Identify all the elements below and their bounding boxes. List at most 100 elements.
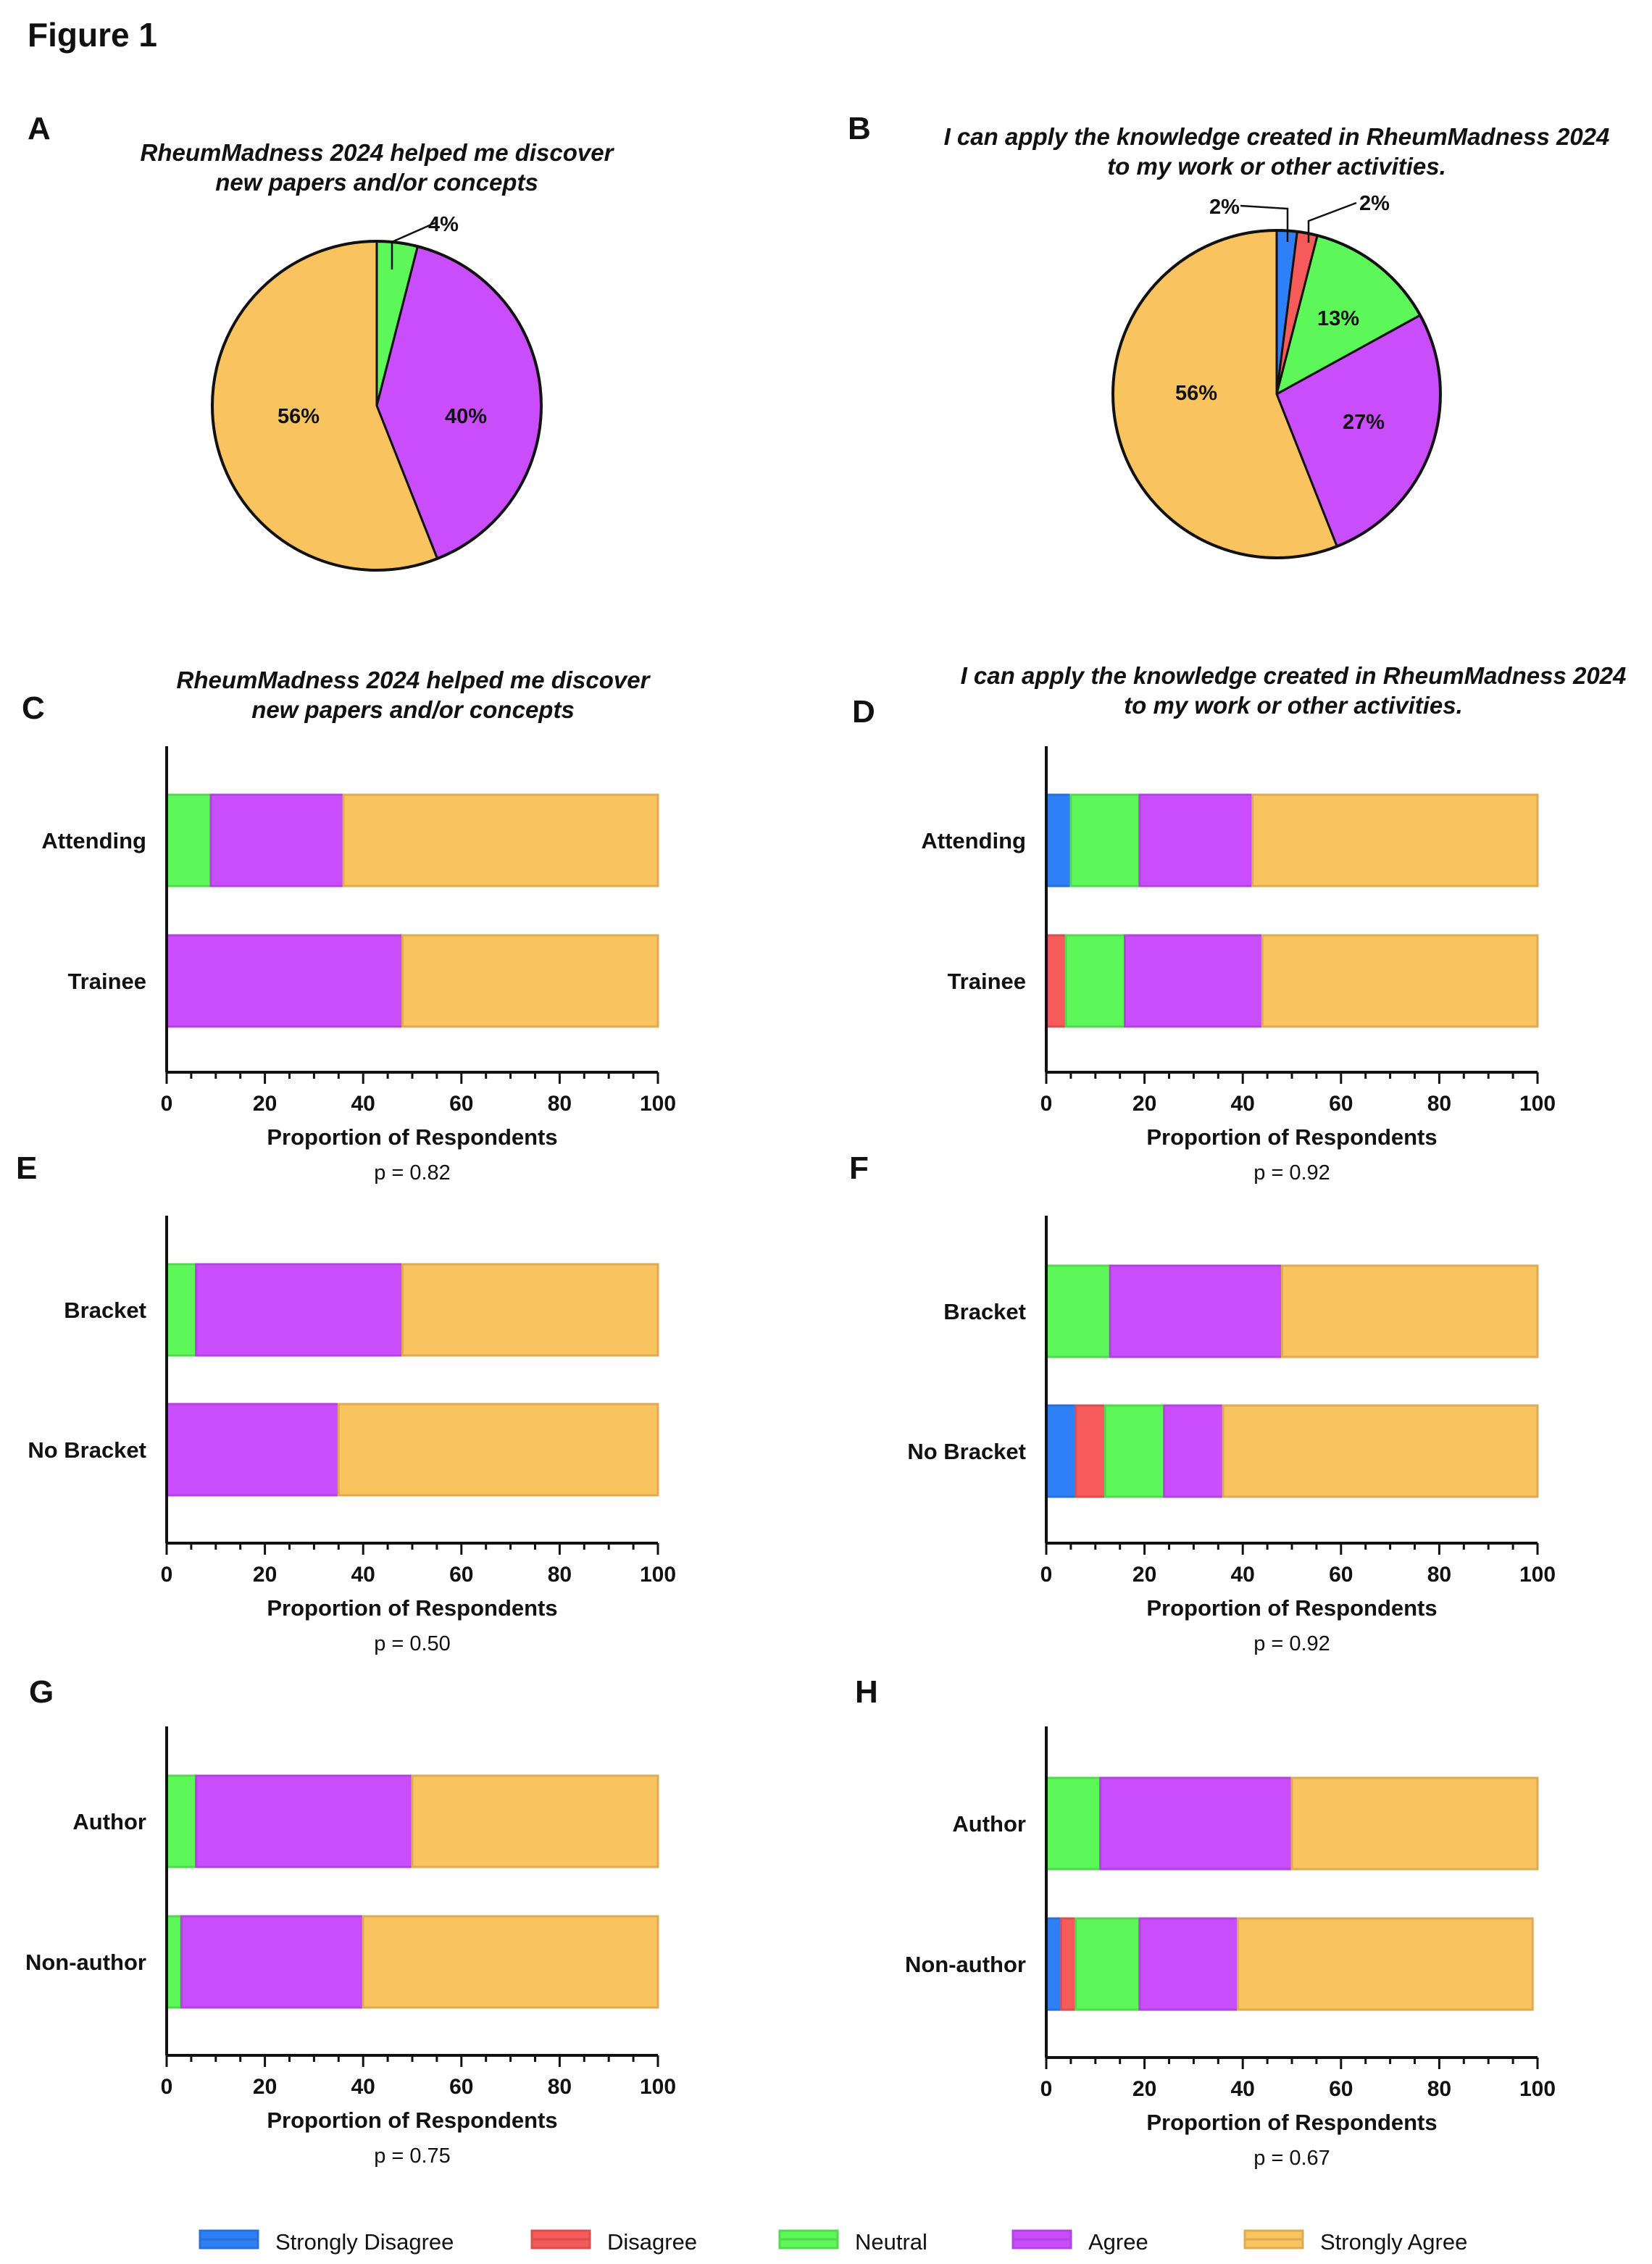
x-axis-label: Proportion of Respondents [1146,2110,1437,2135]
x-tick-label: 100 [640,1092,676,1116]
p-value: p = 0.75 [374,2144,451,2168]
x-tick-label: 20 [253,2075,277,2099]
bar-segment-strongly-agree [1290,1776,1539,1871]
pie-title-line: to my work or other activities. [1107,153,1446,180]
pie-title-line: new papers and/or concepts [215,169,538,196]
bar-segment-disagree [1059,1917,1077,2011]
x-tick-label: 60 [1329,1092,1353,1116]
bar-segment-agree [1109,1264,1283,1358]
x-tick-label: 80 [1427,2077,1451,2101]
panel-letter-h: H [855,1674,878,1710]
x-tick-label: 60 [449,2075,473,2099]
x-tick-label: 20 [1132,1563,1156,1587]
bar-segment-strongly-agree [1251,793,1539,887]
pie-label-leader-line [391,221,437,270]
category-label: Trainee [67,969,146,994]
panel-letter-c: C [22,690,45,726]
pie-label-leader-line [1240,204,1289,242]
category-label: Author [72,1809,146,1834]
bar-segment-agree [1138,793,1254,887]
legend-label: Disagree [607,2229,697,2255]
category-label: Bracket [64,1298,146,1323]
bar-segment-agree [209,793,345,887]
bar-segment-agree [1123,934,1264,1028]
x-tick-label: 80 [548,1563,572,1587]
bar-segment-disagree [1075,1404,1106,1498]
bar-segment-strongly-agree [401,1263,659,1357]
bar-segment-neutral [1045,1776,1102,1871]
pie-slice-label: 27% [1343,411,1385,434]
x-tick-label: 60 [449,1563,473,1587]
category-label: Author [952,1811,1026,1837]
bar-segment-strongly-agree [1222,1404,1539,1498]
category-label: Attending [41,828,146,853]
bar-segment-neutral [1069,793,1141,887]
p-value: p = 0.92 [1253,1632,1330,1655]
panel-letter-e: E [16,1150,37,1186]
bar-segment-strongly-disagree [1045,1917,1062,2011]
x-tick-label: 100 [1519,2077,1556,2101]
x-tick-label: 0 [161,2075,173,2099]
x-tick-label: 100 [640,2075,676,2099]
panel-letter-d: D [852,694,875,730]
x-tick-label: 80 [1427,1563,1451,1587]
bar-segment-neutral [165,1774,198,1868]
pie-title-line: RheumMadness 2024 helped me discover [141,139,615,166]
bar-segment-strongly-agree [411,1774,659,1868]
bar-segment-agree [195,1774,414,1868]
p-value: p = 0.67 [1253,2147,1330,2170]
bar-segment-neutral [1104,1404,1166,1498]
bar-segment-strongly-agree [362,1915,659,2009]
panel-letter-f: F [849,1150,869,1186]
x-tick-label: 0 [161,1563,173,1587]
legend-label: Strongly Disagree [275,2229,454,2255]
pie-slice-label: 2% [1359,192,1390,215]
bar-segment-strongly-agree [401,934,659,1028]
p-value: p = 0.82 [374,1161,451,1185]
bar-segment-neutral [165,793,212,887]
x-tick-label: 40 [351,1092,375,1116]
pie-slice-label: 56% [278,405,320,428]
bar-segment-neutral [165,1915,183,2009]
legend-label: Strongly Agree [1320,2229,1467,2255]
bar-segment-neutral [165,1263,198,1357]
x-tick-label: 100 [1519,1563,1556,1587]
category-label: Non-author [25,1950,146,1975]
x-axis-label: Proportion of Respondents [1146,1124,1437,1150]
x-tick-label: 60 [449,1092,473,1116]
x-tick-label: 40 [1231,2077,1255,2101]
legend: Strongly Disagree Disagree Neutral Agree Str… [199,2229,1467,2255]
bar-segment-strongly-agree [1280,1264,1539,1358]
bar-segment-strongly-agree [342,793,659,887]
pie-title-line: I can apply the knowledge created in Rhe… [944,123,1610,150]
x-tick-label: 20 [1132,1092,1156,1116]
x-tick-label: 80 [1427,1092,1451,1116]
bar-segment-strongly-agree [1236,1917,1534,2011]
charts-layer: A RheumMadness 2024 helped me discover new… [16,111,1626,2170]
figure-title: Figure 1 [28,16,157,54]
bar-title-line: new papers and/or concepts [251,696,575,723]
x-tick-label: 0 [1040,1563,1053,1587]
bar-segment-strongly-disagree [1045,1404,1077,1498]
x-axis-label: Proportion of Respondents [267,1124,557,1150]
pie-slice-label: 56% [1175,382,1217,405]
bar-title-line: I can apply the knowledge created in Rhe… [961,662,1627,689]
p-value: p = 0.92 [1253,1161,1330,1185]
x-tick-label: 60 [1329,1563,1353,1587]
x-tick-label: 80 [548,2075,572,2099]
category-label: Non-author [905,1952,1026,1977]
category-label: Bracket [943,1299,1026,1324]
bar-segment-strongly-agree [337,1403,659,1497]
bar-segment-disagree [1045,934,1067,1028]
x-tick-label: 40 [351,2075,375,2099]
x-axis-label: Proportion of Respondents [267,2108,557,2133]
pie-slice-label: 40% [445,405,487,428]
x-tick-label: 40 [1231,1092,1255,1116]
bar-segment-agree [180,1915,364,2009]
panel-letter-b: B [848,111,871,146]
pie-slice-label: 4% [428,213,459,236]
legend-label: Neutral [855,2229,927,2255]
x-tick-label: 0 [1040,1092,1053,1116]
bar-segment-neutral [1045,1264,1111,1358]
